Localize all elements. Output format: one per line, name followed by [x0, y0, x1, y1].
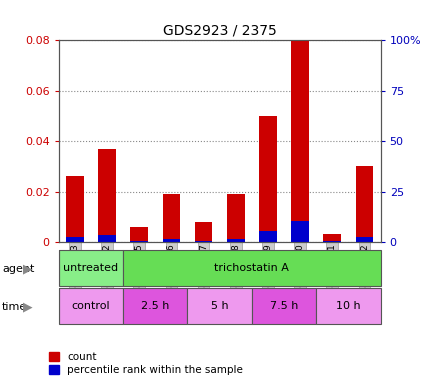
Text: 2.5 h: 2.5 h	[141, 301, 169, 311]
Bar	[323, 241, 340, 242]
Text: untreated: untreated	[63, 263, 118, 273]
Bar	[59, 250, 123, 286]
Bar	[162, 194, 180, 242]
Text: ▶: ▶	[23, 262, 32, 275]
Bar	[355, 166, 372, 242]
Bar	[227, 194, 244, 242]
Bar	[98, 149, 115, 242]
Bar	[123, 288, 187, 324]
Bar	[291, 221, 308, 242]
Bar	[130, 241, 148, 242]
Bar	[227, 239, 244, 242]
Text: 7.5 h: 7.5 h	[269, 301, 298, 311]
Bar	[123, 250, 380, 286]
Bar	[323, 234, 340, 242]
Bar	[66, 176, 83, 242]
Title: GDS2923 / 2375: GDS2923 / 2375	[162, 24, 276, 38]
Text: 10 h: 10 h	[335, 301, 360, 311]
Bar	[355, 237, 372, 242]
Text: agent: agent	[2, 264, 34, 274]
Bar	[259, 116, 276, 242]
Bar	[187, 288, 251, 324]
Text: time: time	[2, 302, 27, 312]
Text: ▶: ▶	[23, 301, 32, 314]
Bar	[162, 239, 180, 242]
Bar	[66, 237, 83, 242]
Bar	[259, 231, 276, 242]
Bar	[98, 235, 115, 242]
Bar	[316, 288, 380, 324]
Bar	[251, 288, 316, 324]
Bar	[291, 40, 308, 242]
Text: trichostatin A: trichostatin A	[214, 263, 289, 273]
Bar	[194, 222, 212, 242]
Bar	[59, 288, 123, 324]
Text: control: control	[72, 301, 110, 311]
Text: 5 h: 5 h	[210, 301, 228, 311]
Bar	[194, 241, 212, 242]
Bar	[130, 227, 148, 242]
Legend: count, percentile rank within the sample: count, percentile rank within the sample	[49, 352, 243, 375]
